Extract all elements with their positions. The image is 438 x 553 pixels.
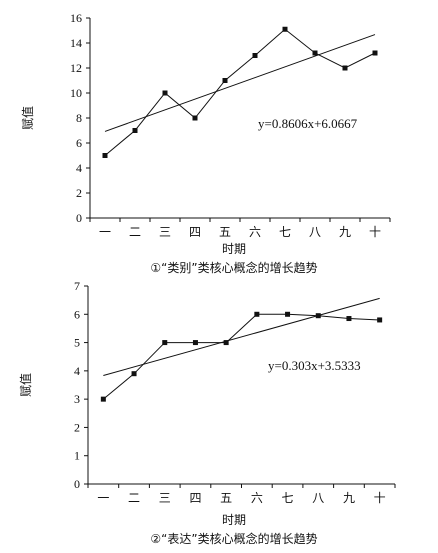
x-tick-label: 七 — [282, 491, 294, 505]
y-tick-label: 14 — [70, 36, 82, 50]
y-tick-label: 2 — [74, 420, 80, 434]
y-tick-label: 0 — [74, 477, 80, 491]
y-tick-label: 8 — [76, 111, 82, 125]
x-tick-label: 五 — [220, 491, 232, 505]
data-point-marker — [192, 340, 198, 346]
data-point-marker — [222, 78, 228, 83]
y-tick-label: 2 — [76, 186, 82, 200]
chart-2-trendline — [103, 297, 380, 376]
x-tick-label: 六 — [249, 225, 261, 239]
x-tick-label: 一 — [97, 491, 109, 505]
x-tick-label: 三 — [159, 491, 171, 505]
chart-2-y-axis-label: 赋值 — [18, 373, 33, 397]
chart-1-x-axis-label: 时期 — [222, 242, 246, 256]
data-point-marker — [254, 311, 260, 317]
chart-2-trend-equation: y=0.303x+3.5333 — [268, 358, 361, 373]
chart-1-y-axis-label: 赋值 — [20, 106, 35, 130]
data-point-marker — [282, 26, 288, 32]
x-tick-label: 二 — [128, 491, 140, 505]
x-tick-label: 九 — [339, 225, 351, 239]
y-tick-label: 6 — [74, 307, 80, 321]
data-point-marker — [285, 311, 291, 317]
data-point-marker — [162, 340, 168, 346]
data-point-marker — [342, 65, 348, 71]
data-point-marker — [252, 53, 258, 58]
x-tick-label: 八 — [309, 225, 321, 239]
x-tick-label: 八 — [312, 491, 324, 505]
chart-2: 0 1 2 3 4 5 6 7 一 二 三 四 五 六 七 八 九 十 y=0.303x+3.5333 赋值 时… — [18, 279, 396, 546]
chart-1-trend-equation: y=0.8606x+6.0667 — [258, 116, 358, 131]
x-tick-label: 九 — [343, 491, 355, 505]
x-tick-label: 五 — [219, 225, 231, 239]
data-point-marker — [372, 50, 378, 56]
data-point-marker — [102, 153, 108, 158]
y-tick-label: 4 — [76, 161, 82, 175]
y-tick-label: 6 — [76, 136, 82, 150]
y-tick-label: 3 — [74, 392, 80, 406]
x-tick-label: 三 — [159, 225, 171, 239]
chart-2-x-axis-label: 时期 — [222, 513, 246, 527]
x-tick-label: 十 — [374, 491, 386, 505]
data-point-marker — [100, 396, 106, 402]
data-point-marker — [223, 340, 229, 346]
y-tick-label: 0 — [76, 211, 82, 225]
data-point-marker — [346, 316, 352, 322]
chart-1-series-line — [104, 28, 376, 156]
chart-2-series-line — [103, 313, 380, 400]
y-tick-label: 5 — [74, 336, 80, 350]
y-tick-label: 7 — [74, 279, 80, 293]
chart-1-caption: ①“类别”类核心概念的增长趋势 — [150, 260, 317, 275]
data-point-marker — [312, 50, 318, 56]
data-point-marker — [162, 90, 168, 96]
data-point-marker — [131, 371, 137, 377]
x-tick-label: 十 — [369, 225, 381, 239]
x-tick-label: 一 — [99, 225, 111, 239]
y-tick-label: 4 — [74, 364, 80, 378]
x-tick-label: 四 — [189, 491, 201, 505]
chart-1-trendline — [104, 34, 376, 132]
y-tick-label: 1 — [74, 449, 80, 463]
chart-2-caption: ②“表达”类核心概念的增长趋势 — [150, 531, 317, 546]
data-point-marker — [377, 317, 383, 323]
data-point-marker — [192, 115, 198, 121]
x-tick-label: 六 — [251, 491, 263, 505]
data-point-marker — [132, 128, 138, 133]
x-tick-label: 二 — [129, 225, 141, 239]
x-tick-label: 四 — [189, 225, 201, 239]
x-tick-label: 七 — [279, 225, 291, 239]
data-point-marker — [315, 313, 321, 319]
chart-1: 0 2 4 6 8 10 12 14 16 一 二 三 四 五 六 七 八 九 十 y=0.8606x+6.066… — [20, 11, 391, 275]
y-tick-label: 12 — [70, 61, 82, 75]
y-tick-label: 10 — [70, 86, 82, 100]
y-tick-label: 16 — [70, 11, 82, 25]
